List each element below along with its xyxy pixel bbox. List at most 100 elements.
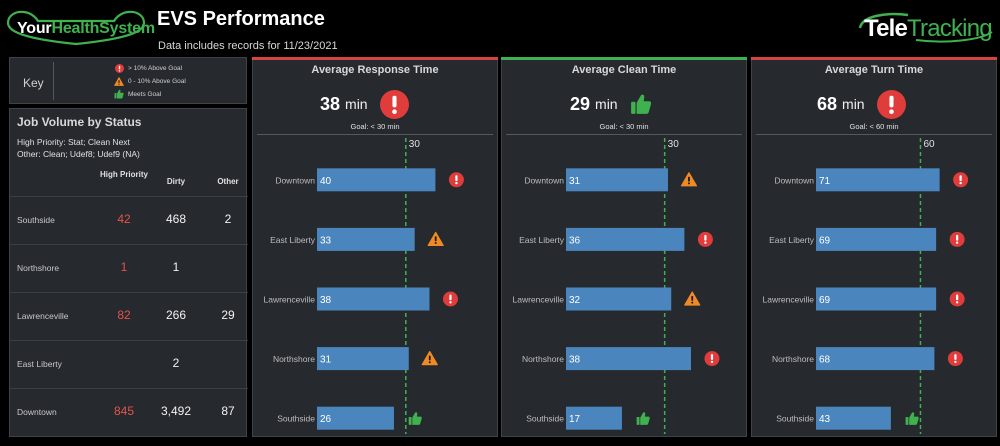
- bar-value-label: 33: [320, 235, 332, 246]
- metric-goal: Goal: < 30 min: [599, 122, 649, 131]
- brand-name-part2: HealthSystem: [51, 20, 155, 37]
- brand-name: YourHealthSystem: [17, 20, 155, 38]
- goal-line-label: 30: [668, 139, 680, 150]
- table-row: Lawrenceville 82 266 29: [10, 292, 248, 340]
- bar-value-label: 32: [569, 295, 581, 306]
- cell-dirty: 1: [172, 260, 180, 274]
- cell-other: 87: [221, 404, 235, 418]
- alert-circle-icon: [947, 351, 963, 367]
- category-label: Southside: [776, 414, 814, 424]
- metric-divider: [506, 134, 742, 135]
- category-label: Downtown: [275, 175, 315, 185]
- bar: [816, 168, 940, 192]
- alert-circle-icon: [379, 89, 409, 119]
- metric-goal: Goal: < 60 min: [849, 122, 899, 131]
- bar-value-label: 17: [569, 414, 581, 425]
- bar-value-label: 38: [320, 295, 332, 306]
- alert-circle-icon: [448, 172, 464, 188]
- cell-other: 2: [224, 212, 232, 226]
- metric-unit: min: [842, 96, 865, 112]
- warning-triangle-icon: [114, 76, 124, 86]
- bar-value-label: 31: [320, 355, 332, 366]
- clean-time-panel: Average Clean Time 29 min Goal: < 30 min…: [501, 57, 747, 437]
- turn-time-panel: Average Turn Time 68 min Goal: < 60 min …: [751, 57, 997, 437]
- column-header-other: Other: [217, 177, 239, 186]
- category-label: Northshore: [273, 354, 315, 364]
- alert-circle-icon: [876, 89, 906, 119]
- alert-circle-icon: [953, 172, 969, 188]
- key-item-above-10: > 10% Above Goal: [114, 62, 182, 74]
- job-volume-panel: Job Volume by Status High Priority: Stat…: [9, 108, 248, 437]
- metric-summary: 38 min: [320, 89, 409, 119]
- metric-title: Average Turn Time: [824, 64, 924, 76]
- bar-row: Northshore 68: [772, 347, 963, 371]
- alert-circle-icon: [442, 291, 458, 307]
- row-location: East Liberty: [17, 359, 62, 369]
- alert-circle-icon: [704, 351, 720, 367]
- category-label: Southside: [277, 414, 315, 424]
- bar-value-label: 36: [569, 235, 581, 246]
- bar-value-label: 69: [819, 295, 831, 306]
- cell-high-priority: 82: [117, 308, 131, 322]
- category-label: East Liberty: [519, 235, 565, 245]
- key-item-0-10: 0 - 10% Above Goal: [114, 75, 186, 87]
- bar: [566, 347, 691, 371]
- vendor-name: TeleTracking: [864, 15, 993, 43]
- row-divider: [10, 292, 248, 293]
- row-divider: [10, 340, 248, 341]
- bar: [317, 406, 394, 430]
- row-divider: [10, 196, 248, 197]
- thumbs-up-icon: [905, 412, 919, 425]
- key-divider: [53, 62, 54, 100]
- thumbs-up-icon: [636, 412, 650, 425]
- response-time-chart: 30 Downtown 40 East Liberty 33 Lawrenceville 3…: [264, 138, 464, 434]
- key-item-meets-goal: Meets Goal: [114, 88, 161, 100]
- swoosh-icon: [858, 12, 993, 43]
- cell-dirty: 468: [165, 212, 187, 226]
- bar-value-label: 68: [819, 355, 831, 366]
- bar: [566, 168, 668, 192]
- category-label: Northshore: [522, 354, 564, 364]
- bar-value-label: 40: [320, 176, 332, 187]
- metric-goal: Goal: < 30 min: [350, 122, 400, 131]
- bar-row: Southside 43: [776, 406, 919, 430]
- key-label: Key: [23, 76, 44, 90]
- metric-summary: 68 min: [817, 89, 906, 119]
- row-location: Downtown: [17, 407, 57, 417]
- bar-value-label: 69: [819, 235, 831, 246]
- metric-summary: 29 min: [570, 89, 652, 119]
- key-item-label: 0 - 10% Above Goal: [128, 77, 186, 85]
- metric-value: 68: [817, 93, 838, 114]
- row-location: Northshore: [17, 263, 60, 273]
- bar-value-label: 38: [569, 355, 581, 366]
- bar-value-label: 31: [569, 176, 581, 187]
- page-title: EVS Performance: [157, 8, 325, 30]
- job-volume-note: High Priority: Stat; Clean Next: [17, 137, 130, 147]
- bar-row: Downtown 31: [524, 168, 698, 192]
- bar-row: Lawrenceville 69: [763, 287, 965, 311]
- status-bar: [751, 57, 997, 60]
- bar-row: Northshore 31: [273, 347, 438, 371]
- column-header-dirty: Dirty: [166, 177, 186, 186]
- bar-row: Northshore 38: [522, 347, 720, 371]
- metric-value: 29: [570, 93, 591, 114]
- bar-row: Southside 26: [277, 406, 422, 430]
- turn-time-chart: 60 Downtown 71 East Liberty 69 Lawrenceville 6…: [763, 138, 969, 434]
- bar: [317, 227, 415, 251]
- metric-title: Average Clean Time: [571, 64, 677, 76]
- category-label: Downtown: [524, 175, 564, 185]
- bar: [566, 287, 672, 311]
- column-header-high-priority: High Priority: [99, 170, 148, 179]
- header: YourHealthSystem EVS Performance Data in…: [0, 0, 1000, 56]
- category-label: East Liberty: [769, 235, 815, 245]
- alert-circle-icon: [949, 291, 965, 307]
- bar: [317, 287, 430, 311]
- row-divider: [10, 388, 248, 389]
- thumbs-up-icon: [630, 93, 652, 115]
- category-label: Northshore: [772, 354, 814, 364]
- bar: [816, 227, 937, 251]
- vendor-name-part1: Tele: [864, 15, 908, 42]
- cell-dirty: 3,492: [160, 404, 192, 418]
- status-bar: [252, 57, 498, 60]
- category-label: Lawrenceville: [264, 295, 316, 305]
